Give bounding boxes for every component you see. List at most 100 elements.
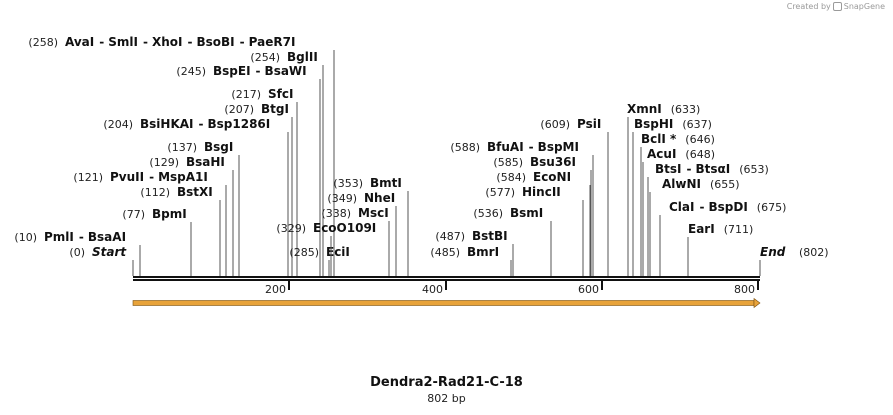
cut-position-label: (675) bbox=[757, 201, 787, 214]
enzyme-label: BspMI bbox=[538, 140, 579, 154]
cut-position-label: (653) bbox=[739, 163, 769, 176]
cut-position-label: (112) bbox=[140, 186, 170, 199]
enzyme-separator: - bbox=[188, 35, 193, 49]
enzyme-label: PaeR7I bbox=[249, 35, 296, 49]
enzyme-label: BsoBI bbox=[197, 35, 235, 49]
enzyme-label: BsiHKAI bbox=[140, 117, 194, 131]
enzyme-label: SmlI bbox=[108, 35, 138, 49]
cut-position-label: (633) bbox=[671, 103, 701, 116]
cut-position-label: (646) bbox=[685, 133, 715, 146]
enzyme-separator: - bbox=[699, 200, 704, 214]
cut-position-label: (285) bbox=[289, 246, 319, 259]
cut-position-label: (121) bbox=[73, 171, 103, 184]
enzyme-separator: - bbox=[199, 117, 204, 131]
enzyme-label: BspEI bbox=[213, 64, 251, 78]
enzyme-label: XmnI bbox=[627, 102, 662, 116]
cut-position-label: (245) bbox=[176, 65, 206, 78]
cut-position-label: (648) bbox=[685, 148, 715, 161]
feature-arrow-body bbox=[132, 300, 755, 306]
cut-position-label: (487) bbox=[435, 230, 465, 243]
enzyme-label: EciI bbox=[326, 245, 350, 259]
cut-position-label: (711) bbox=[724, 223, 754, 236]
enzyme-label: BmrI bbox=[467, 245, 499, 259]
cut-position-label: (329) bbox=[276, 222, 306, 235]
enzyme-label: NheI bbox=[364, 191, 395, 205]
cut-position-label: (577) bbox=[485, 186, 515, 199]
credit-brand: SnapGene bbox=[843, 2, 885, 11]
enzyme-label: HincII bbox=[522, 185, 561, 199]
enzyme-label: BglII bbox=[287, 50, 318, 64]
enzyme-separator: - bbox=[256, 64, 261, 78]
enzyme-separator: - bbox=[143, 35, 148, 49]
feature-arrow-head bbox=[753, 297, 761, 309]
enzyme-label: BpmI bbox=[152, 207, 187, 221]
cut-position-label: (77) bbox=[122, 208, 145, 221]
enzyme-label: PmlI bbox=[44, 230, 74, 244]
enzyme-label: MspA1I bbox=[158, 170, 208, 184]
backbone-bottom-strand bbox=[133, 279, 760, 281]
enzyme-label: PvuII bbox=[110, 170, 144, 184]
end-label: End bbox=[760, 245, 786, 259]
cut-position-label: (207) bbox=[224, 103, 254, 116]
cut-position-label: (637) bbox=[682, 118, 712, 131]
snapgene-logo-icon bbox=[832, 2, 842, 11]
enzyme-label: ClaI bbox=[669, 200, 694, 214]
enzyme-label: BfuAI bbox=[487, 140, 524, 154]
scale-tick-label: 400 bbox=[422, 283, 443, 296]
cut-position-label: (349) bbox=[327, 192, 357, 205]
end-position-label: (802) bbox=[799, 246, 829, 259]
enzyme-label: PsiI bbox=[577, 117, 601, 131]
enzyme-label: BsmI bbox=[510, 206, 543, 220]
enzyme-label: SfcI bbox=[268, 87, 293, 101]
scale-tick-label: 600 bbox=[578, 283, 599, 296]
credit-text: Created by bbox=[786, 2, 831, 11]
sequence-length: 802 bp bbox=[427, 392, 466, 405]
cut-position-label: (585) bbox=[493, 156, 523, 169]
enzyme-separator: - bbox=[79, 230, 84, 244]
enzyme-label: AcuI bbox=[647, 147, 676, 161]
enzyme-label: BtgI bbox=[261, 102, 289, 116]
enzyme-label: BspDI bbox=[708, 200, 747, 214]
cut-position-label: (609) bbox=[540, 118, 570, 131]
enzyme-separator: - bbox=[149, 170, 154, 184]
enzyme-separator: - bbox=[529, 140, 534, 154]
cut-position-label: (217) bbox=[231, 88, 261, 101]
snapgene-credit: Created by SnapGene bbox=[787, 2, 885, 11]
enzyme-label: BspHI bbox=[634, 117, 673, 131]
cut-position-label: (584) bbox=[496, 171, 526, 184]
cut-position-label: (129) bbox=[149, 156, 179, 169]
enzyme-label: BtsαI bbox=[696, 162, 731, 176]
enzyme-label: Bsp1286I bbox=[208, 117, 271, 131]
enzyme-separator: - bbox=[99, 35, 104, 49]
enzyme-label: BtsI bbox=[655, 162, 682, 176]
enzyme-label: BmtI bbox=[370, 176, 402, 190]
enzyme-label: BsgI bbox=[204, 140, 233, 154]
backbone-top-strand bbox=[133, 276, 760, 278]
start-position-label: (0) bbox=[69, 246, 85, 259]
enzyme-label: BsaAI bbox=[88, 230, 126, 244]
enzyme-label: BsaHI bbox=[186, 155, 225, 169]
enzyme-label: AvaI bbox=[65, 35, 94, 49]
cut-position-label: (338) bbox=[321, 207, 351, 220]
enzyme-label: AlwNI bbox=[662, 177, 701, 191]
enzyme-label: BstXI bbox=[177, 185, 213, 199]
enzyme-label: MscI bbox=[358, 206, 389, 220]
enzyme-separator: - bbox=[687, 162, 692, 176]
enzyme-label: BstBI bbox=[472, 229, 508, 243]
cut-position-label: (204) bbox=[103, 118, 133, 131]
enzyme-label: EcoNI bbox=[533, 170, 571, 184]
cut-position-label: (536) bbox=[473, 207, 503, 220]
enzyme-label: XhoI bbox=[152, 35, 183, 49]
cut-position-label: (10) bbox=[14, 231, 37, 244]
cut-position-label: (588) bbox=[450, 141, 480, 154]
enzyme-label: BclI * bbox=[641, 132, 677, 146]
enzyme-label: Bsu36I bbox=[530, 155, 576, 169]
enzyme-label: EarI bbox=[688, 222, 715, 236]
scale-tick-label: 200 bbox=[265, 283, 286, 296]
cut-position-label: (485) bbox=[430, 246, 460, 259]
cut-position-label: (137) bbox=[167, 141, 197, 154]
scale-tick-label: 800 bbox=[734, 283, 755, 296]
cut-position-label: (254) bbox=[250, 51, 280, 64]
cut-position-label: (353) bbox=[333, 177, 363, 190]
